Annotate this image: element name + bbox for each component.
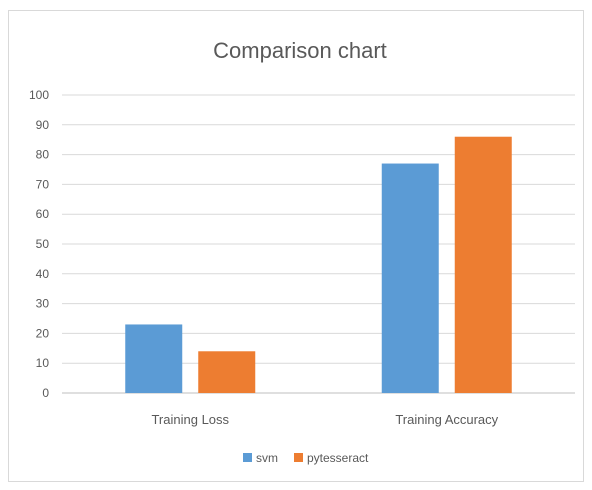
bar-pytesseract-training-loss (198, 351, 256, 393)
y-tick-label: 40 (36, 267, 50, 281)
legend-label-pytesseract: pytesseract (307, 451, 369, 465)
x-category-label: Training Accuracy (395, 412, 498, 427)
legend-swatch-svm (243, 453, 252, 462)
x-category-label: Training Loss (151, 412, 229, 427)
y-axis-ticks: 0 10 20 30 40 50 60 70 80 90 100 (29, 88, 49, 400)
bar-svm-training-accuracy (381, 163, 439, 393)
y-tick-label: 10 (36, 356, 50, 370)
bar-svm-training-loss (125, 324, 183, 393)
y-tick-label: 90 (36, 118, 50, 132)
bars (125, 136, 512, 393)
legend-swatch-pytesseract (294, 453, 303, 462)
y-tick-label: 60 (36, 207, 50, 221)
y-tick-label: 50 (36, 237, 50, 251)
legend-label-svm: svm (256, 451, 278, 465)
y-tick-label: 70 (36, 177, 50, 191)
x-axis-categories: Training Loss Training Accuracy (151, 412, 498, 427)
y-tick-label: 0 (42, 386, 49, 400)
chart-title: Comparison chart (213, 38, 387, 63)
y-tick-label: 20 (36, 326, 50, 340)
y-tick-label: 30 (36, 297, 50, 311)
bar-pytesseract-training-accuracy (454, 136, 512, 393)
legend: svm pytesseract (243, 451, 369, 465)
y-tick-label: 100 (29, 88, 49, 102)
y-tick-label: 80 (36, 148, 50, 162)
